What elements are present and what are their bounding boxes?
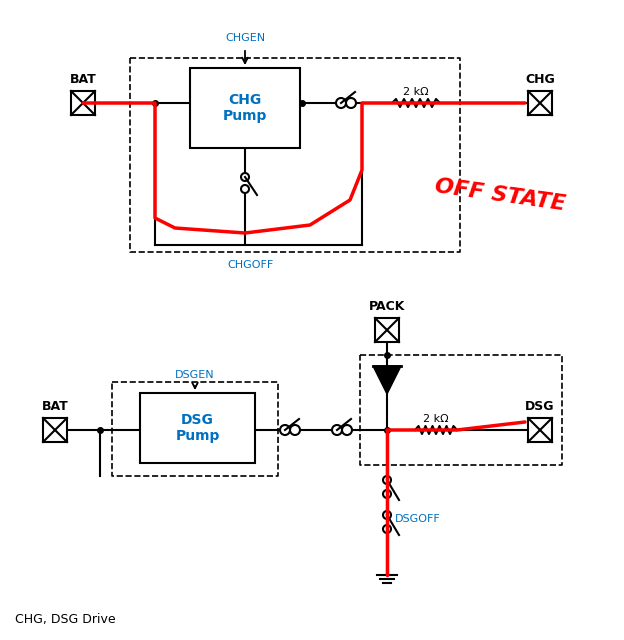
Text: Pump: Pump	[175, 429, 220, 443]
Bar	[375, 318, 399, 342]
Text: Pump: Pump	[223, 109, 267, 123]
Bar	[140, 393, 255, 463]
Bar	[528, 91, 552, 115]
Text: CHG: CHG	[525, 73, 555, 86]
Text: DSGEN: DSGEN	[175, 370, 215, 380]
Circle shape	[346, 98, 356, 108]
Text: 2 kΩ: 2 kΩ	[423, 414, 449, 424]
Circle shape	[290, 425, 300, 435]
Bar	[43, 418, 67, 442]
Circle shape	[332, 425, 342, 435]
Text: DSG: DSG	[525, 400, 555, 413]
Circle shape	[241, 185, 249, 193]
Text: CHG: CHG	[228, 93, 261, 107]
Text: 2 kΩ: 2 kΩ	[403, 87, 429, 97]
Text: DSGOFF: DSGOFF	[395, 514, 441, 524]
Text: CHG, DSG Drive: CHG, DSG Drive	[15, 614, 115, 627]
Circle shape	[383, 525, 391, 533]
Circle shape	[280, 425, 290, 435]
Bar	[190, 68, 300, 148]
Text: BAT: BAT	[70, 73, 96, 86]
Text: CHGOFF: CHGOFF	[227, 260, 273, 270]
Circle shape	[383, 490, 391, 498]
Text: BAT: BAT	[42, 400, 69, 413]
Text: PACK: PACK	[369, 300, 405, 313]
Text: DSG: DSG	[181, 413, 214, 427]
Text: OFF STATE: OFF STATE	[433, 176, 567, 214]
Text: CHGEN: CHGEN	[225, 33, 265, 43]
Bar	[71, 91, 95, 115]
Circle shape	[383, 476, 391, 484]
Circle shape	[241, 173, 249, 181]
Circle shape	[336, 98, 346, 108]
Circle shape	[383, 511, 391, 519]
Bar	[528, 418, 552, 442]
Polygon shape	[373, 366, 401, 394]
Circle shape	[342, 425, 352, 435]
